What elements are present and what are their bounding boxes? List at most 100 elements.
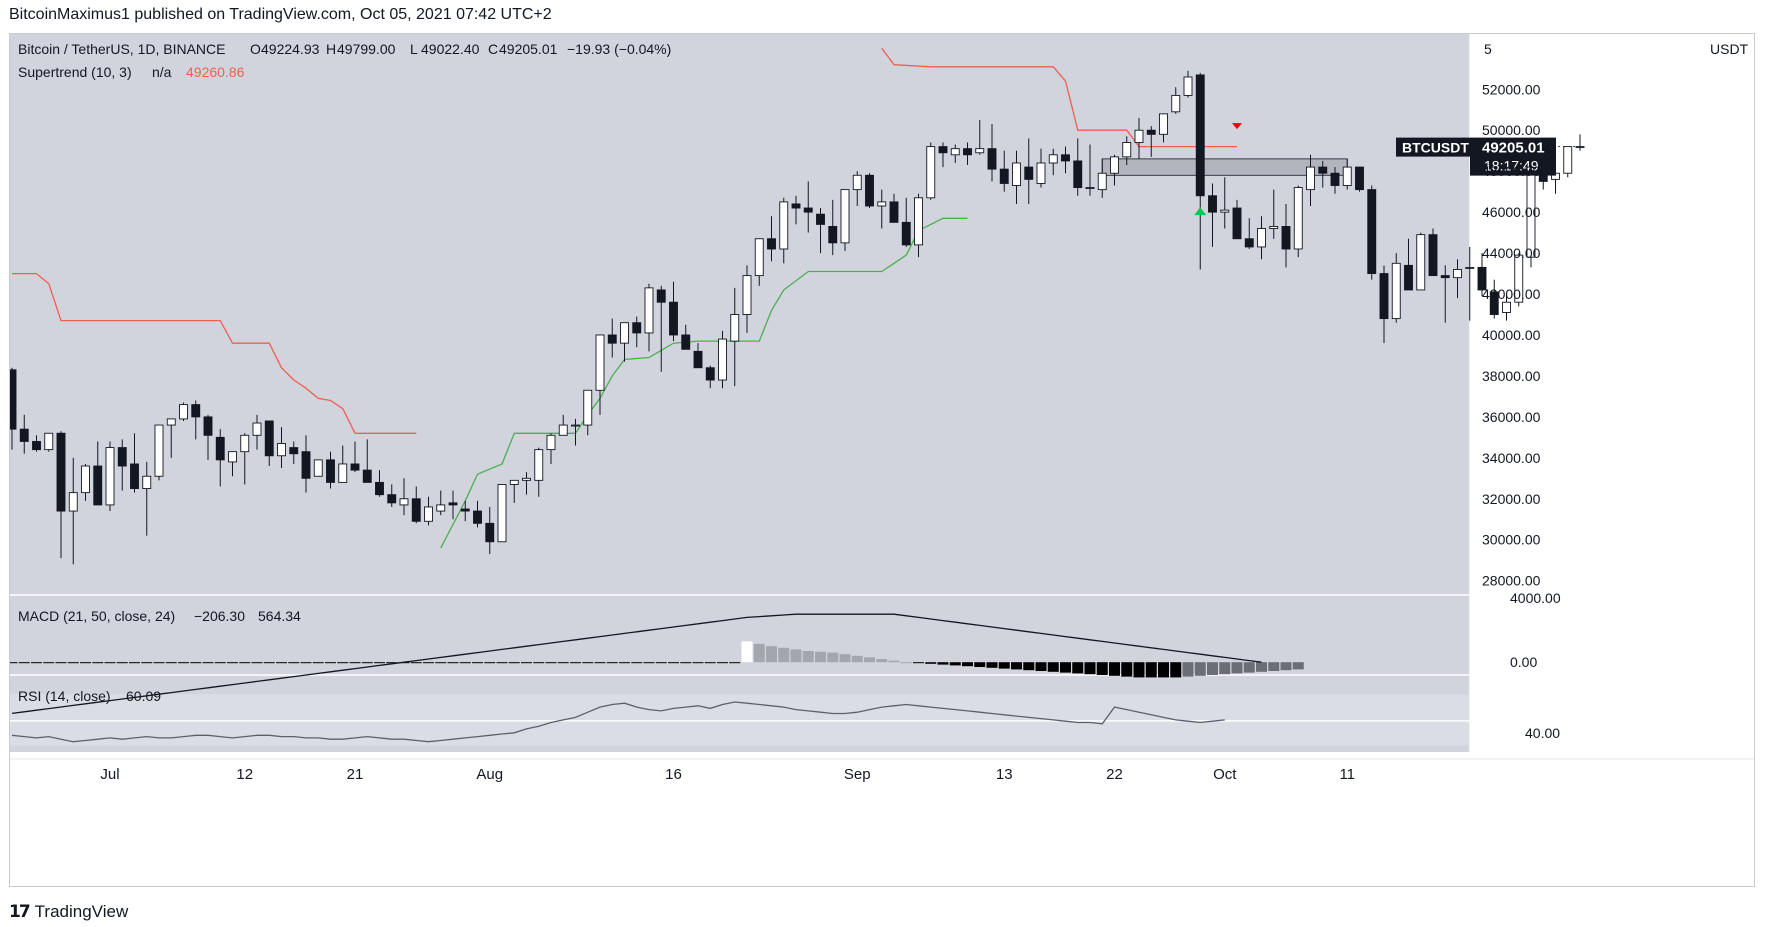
supertrend-buy-signal <box>1194 207 1207 216</box>
candle-up <box>1110 156 1119 174</box>
candle-down <box>999 168 1009 184</box>
candle-down <box>669 301 678 336</box>
macd-histogram-bar <box>631 662 643 664</box>
macd-histogram-bar <box>1256 662 1267 672</box>
candle-down <box>215 436 225 461</box>
macd-histogram-bar <box>374 662 385 664</box>
macd-histogram-bar <box>227 662 238 664</box>
macd-histogram-bar <box>1145 662 1157 678</box>
candle-down <box>448 502 458 506</box>
candle-down <box>1367 189 1377 275</box>
macd-histogram-bar <box>668 662 679 664</box>
macd-histogram-bar <box>717 662 728 664</box>
date-tick-label: 13 <box>996 766 1013 783</box>
macd-histogram-bar <box>92 662 104 664</box>
candle-down <box>607 334 617 344</box>
candle-down <box>460 508 470 512</box>
candle-up <box>1134 129 1144 143</box>
macd-tick-label: 4000.00 <box>1510 590 1561 606</box>
candle-up <box>44 432 54 451</box>
candle-up <box>926 146 936 199</box>
macd-pane-bg <box>10 595 1470 675</box>
macd-histogram-bar <box>533 662 545 664</box>
candle-down <box>1318 166 1328 174</box>
date-tick-label: Aug <box>476 766 503 783</box>
candle-down <box>1428 234 1438 277</box>
candle-up <box>497 483 507 543</box>
candle-up <box>436 504 446 512</box>
legend-rsi-value: 60.09 <box>126 688 161 704</box>
macd-histogram-bar <box>851 655 863 663</box>
candle-up <box>1257 228 1266 248</box>
legend-ohlc-key: C <box>488 41 498 57</box>
footer: 17 TradingView <box>9 902 128 922</box>
candle-up <box>1220 209 1230 213</box>
macd-histogram-bar <box>655 662 667 664</box>
macd-histogram-bar <box>815 651 826 663</box>
macd-histogram-bar <box>300 662 312 664</box>
legend-symbol: Bitcoin / TetherUS, 1D, BINANCE <box>18 41 225 57</box>
supertrend-sell-signal <box>1232 123 1242 130</box>
candle-up <box>546 434 556 451</box>
macd-histogram-bar <box>1096 662 1108 675</box>
macd-histogram-bar <box>1133 662 1145 678</box>
macd-histogram-bar <box>643 662 655 664</box>
price-tick-label: 5 <box>1484 41 1492 57</box>
candle-up <box>179 404 188 420</box>
candle-down <box>1489 291 1499 315</box>
macd-histogram-bar <box>165 662 177 664</box>
macd-histogram-bar <box>508 662 520 664</box>
candle-up <box>1465 266 1475 269</box>
legend-ohlc-key: O <box>250 41 261 57</box>
candle-up <box>558 424 568 436</box>
legend-macd-v2: 564.34 <box>258 608 301 624</box>
candle-down <box>375 481 384 496</box>
legend-ohlc-key: H <box>326 41 336 57</box>
macd-histogram-bar <box>349 662 361 664</box>
candle-up <box>644 287 654 334</box>
candle-down <box>191 404 201 418</box>
macd-histogram-bar <box>1047 662 1059 672</box>
footer-brand[interactable]: TradingView <box>34 902 129 921</box>
macd-histogram-bar <box>276 662 287 664</box>
legend-macd: MACD (21, 50, close, 24) <box>18 608 175 624</box>
candle-up <box>1171 94 1181 113</box>
candle-down <box>1024 166 1034 180</box>
candle-up <box>166 418 176 426</box>
candle-down <box>411 498 421 522</box>
candle-down <box>10 369 17 430</box>
macd-histogram-bar <box>67 662 79 664</box>
candle-down <box>693 350 703 369</box>
macd-line <box>11 613 1262 715</box>
macd-histogram-bar <box>998 662 1010 669</box>
macd-histogram-bar <box>337 662 349 664</box>
rsi-tick-label: 40.00 <box>1525 725 1560 741</box>
candle-up <box>595 334 605 391</box>
candle-down <box>56 432 66 512</box>
macd-histogram-bar <box>288 662 300 664</box>
candle-down <box>828 226 838 244</box>
candle-up <box>718 338 727 381</box>
candle-up <box>779 201 789 250</box>
price-tick-label: 42000.00 <box>1482 286 1541 302</box>
candle-down <box>901 221 911 246</box>
macd-histogram-bar <box>1194 662 1206 676</box>
macd-histogram-bar <box>937 662 949 665</box>
macd-histogram-bar <box>496 662 508 664</box>
macd-histogram-bar <box>263 662 275 664</box>
price-tick-label: 48000.00 <box>1482 163 1541 179</box>
macd-histogram-bar <box>864 657 875 663</box>
chart-container[interactable]: BTCUSDT 49205.01 18:17:49 28000.00 30000.00… <box>9 33 1755 887</box>
candle-down <box>32 440 41 451</box>
macd-histogram-bar <box>435 662 447 664</box>
candle-up <box>754 238 764 277</box>
legend-ohlc-value: 49205.01 <box>499 41 558 57</box>
macd-histogram-bar <box>594 662 606 664</box>
price-axis-unit: USDT <box>1710 41 1749 57</box>
candle-down <box>963 148 972 156</box>
macd-histogram-bar <box>790 649 802 663</box>
macd-histogram-bar <box>839 654 851 663</box>
macd-histogram-bar <box>741 641 753 663</box>
candle-up <box>509 479 519 485</box>
